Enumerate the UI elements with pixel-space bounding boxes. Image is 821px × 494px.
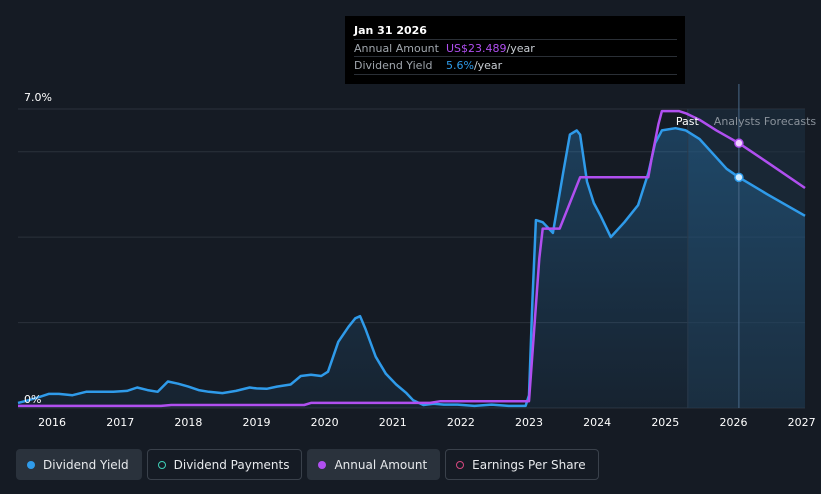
tooltip-yield-value: 5.6% xyxy=(446,59,474,72)
legend-label-earnings-per-share: Earnings Per Share xyxy=(472,457,586,472)
y-tick-label-zero: 0% xyxy=(24,393,41,406)
past-label: Past xyxy=(676,115,700,128)
dividend-yield-area xyxy=(18,128,805,408)
x-tick-label: 2025 xyxy=(651,416,679,429)
legend-dot-dividend-yield xyxy=(27,460,35,469)
dividend-yield-marker xyxy=(734,172,744,183)
tooltip-annual-value: US$23.489 xyxy=(446,42,507,55)
legend-label-dividend-payments: Dividend Payments xyxy=(173,457,290,472)
legend-dot-annual-amount xyxy=(318,460,327,469)
x-tick-label: 2016 xyxy=(38,416,66,429)
x-tick-label: 2023 xyxy=(515,416,543,429)
y-tick-label-top: 7.0% xyxy=(24,91,52,104)
tooltip-annual-unit: /year xyxy=(506,42,535,55)
annual-amount-line xyxy=(18,109,806,408)
legend-annual-amount[interactable]: Annual Amount xyxy=(307,449,441,480)
tooltip-yield-unit: /year xyxy=(473,59,503,72)
x-tick-label: 2019 xyxy=(242,416,270,429)
x-tick-label: 2017 xyxy=(106,416,134,429)
legend-label-annual-amount: Annual Amount xyxy=(334,457,428,472)
legend-dividend-yield[interactable]: Dividend Yield xyxy=(16,449,142,480)
forecast-label: Analysts Forecasts xyxy=(714,115,817,128)
tooltip-annual-row: Annual Amount US$23.489/year xyxy=(354,39,677,57)
tooltip-yield-row: Dividend Yield 5.6%/year xyxy=(354,56,677,75)
x-tick-label: 2026 xyxy=(719,416,747,429)
legend-dividend-payments[interactable]: Dividend Payments xyxy=(146,449,303,480)
x-tick-label: 2022 xyxy=(447,416,475,429)
legend-label-dividend-yield: Dividend Yield xyxy=(43,457,129,472)
tooltip-date: Jan 31 2026 xyxy=(354,24,427,37)
x-tick-label: 2020 xyxy=(311,416,339,429)
legend-dot-earnings-per-share xyxy=(456,460,465,469)
tooltip-yield-label: Dividend Yield xyxy=(354,59,433,72)
x-tick-label: 2021 xyxy=(379,416,407,429)
tooltip-annual-label: Annual Amount xyxy=(354,42,439,55)
legend-earnings-per-share[interactable]: Earnings Per Share xyxy=(445,449,599,480)
legend-dot-dividend-payments xyxy=(157,460,166,469)
dividend-yield-line xyxy=(17,126,806,408)
x-tick-label: 2018 xyxy=(174,416,202,429)
tooltip: Jan 31 2026 Annual Amount US$23.489/year … xyxy=(345,16,685,84)
legend: Dividend Yield Dividend Payments Annual … xyxy=(16,449,599,480)
x-tick-label: 2024 xyxy=(583,416,611,429)
x-tick-label: 2027 xyxy=(788,416,816,429)
annual-amount-marker xyxy=(734,138,744,148)
